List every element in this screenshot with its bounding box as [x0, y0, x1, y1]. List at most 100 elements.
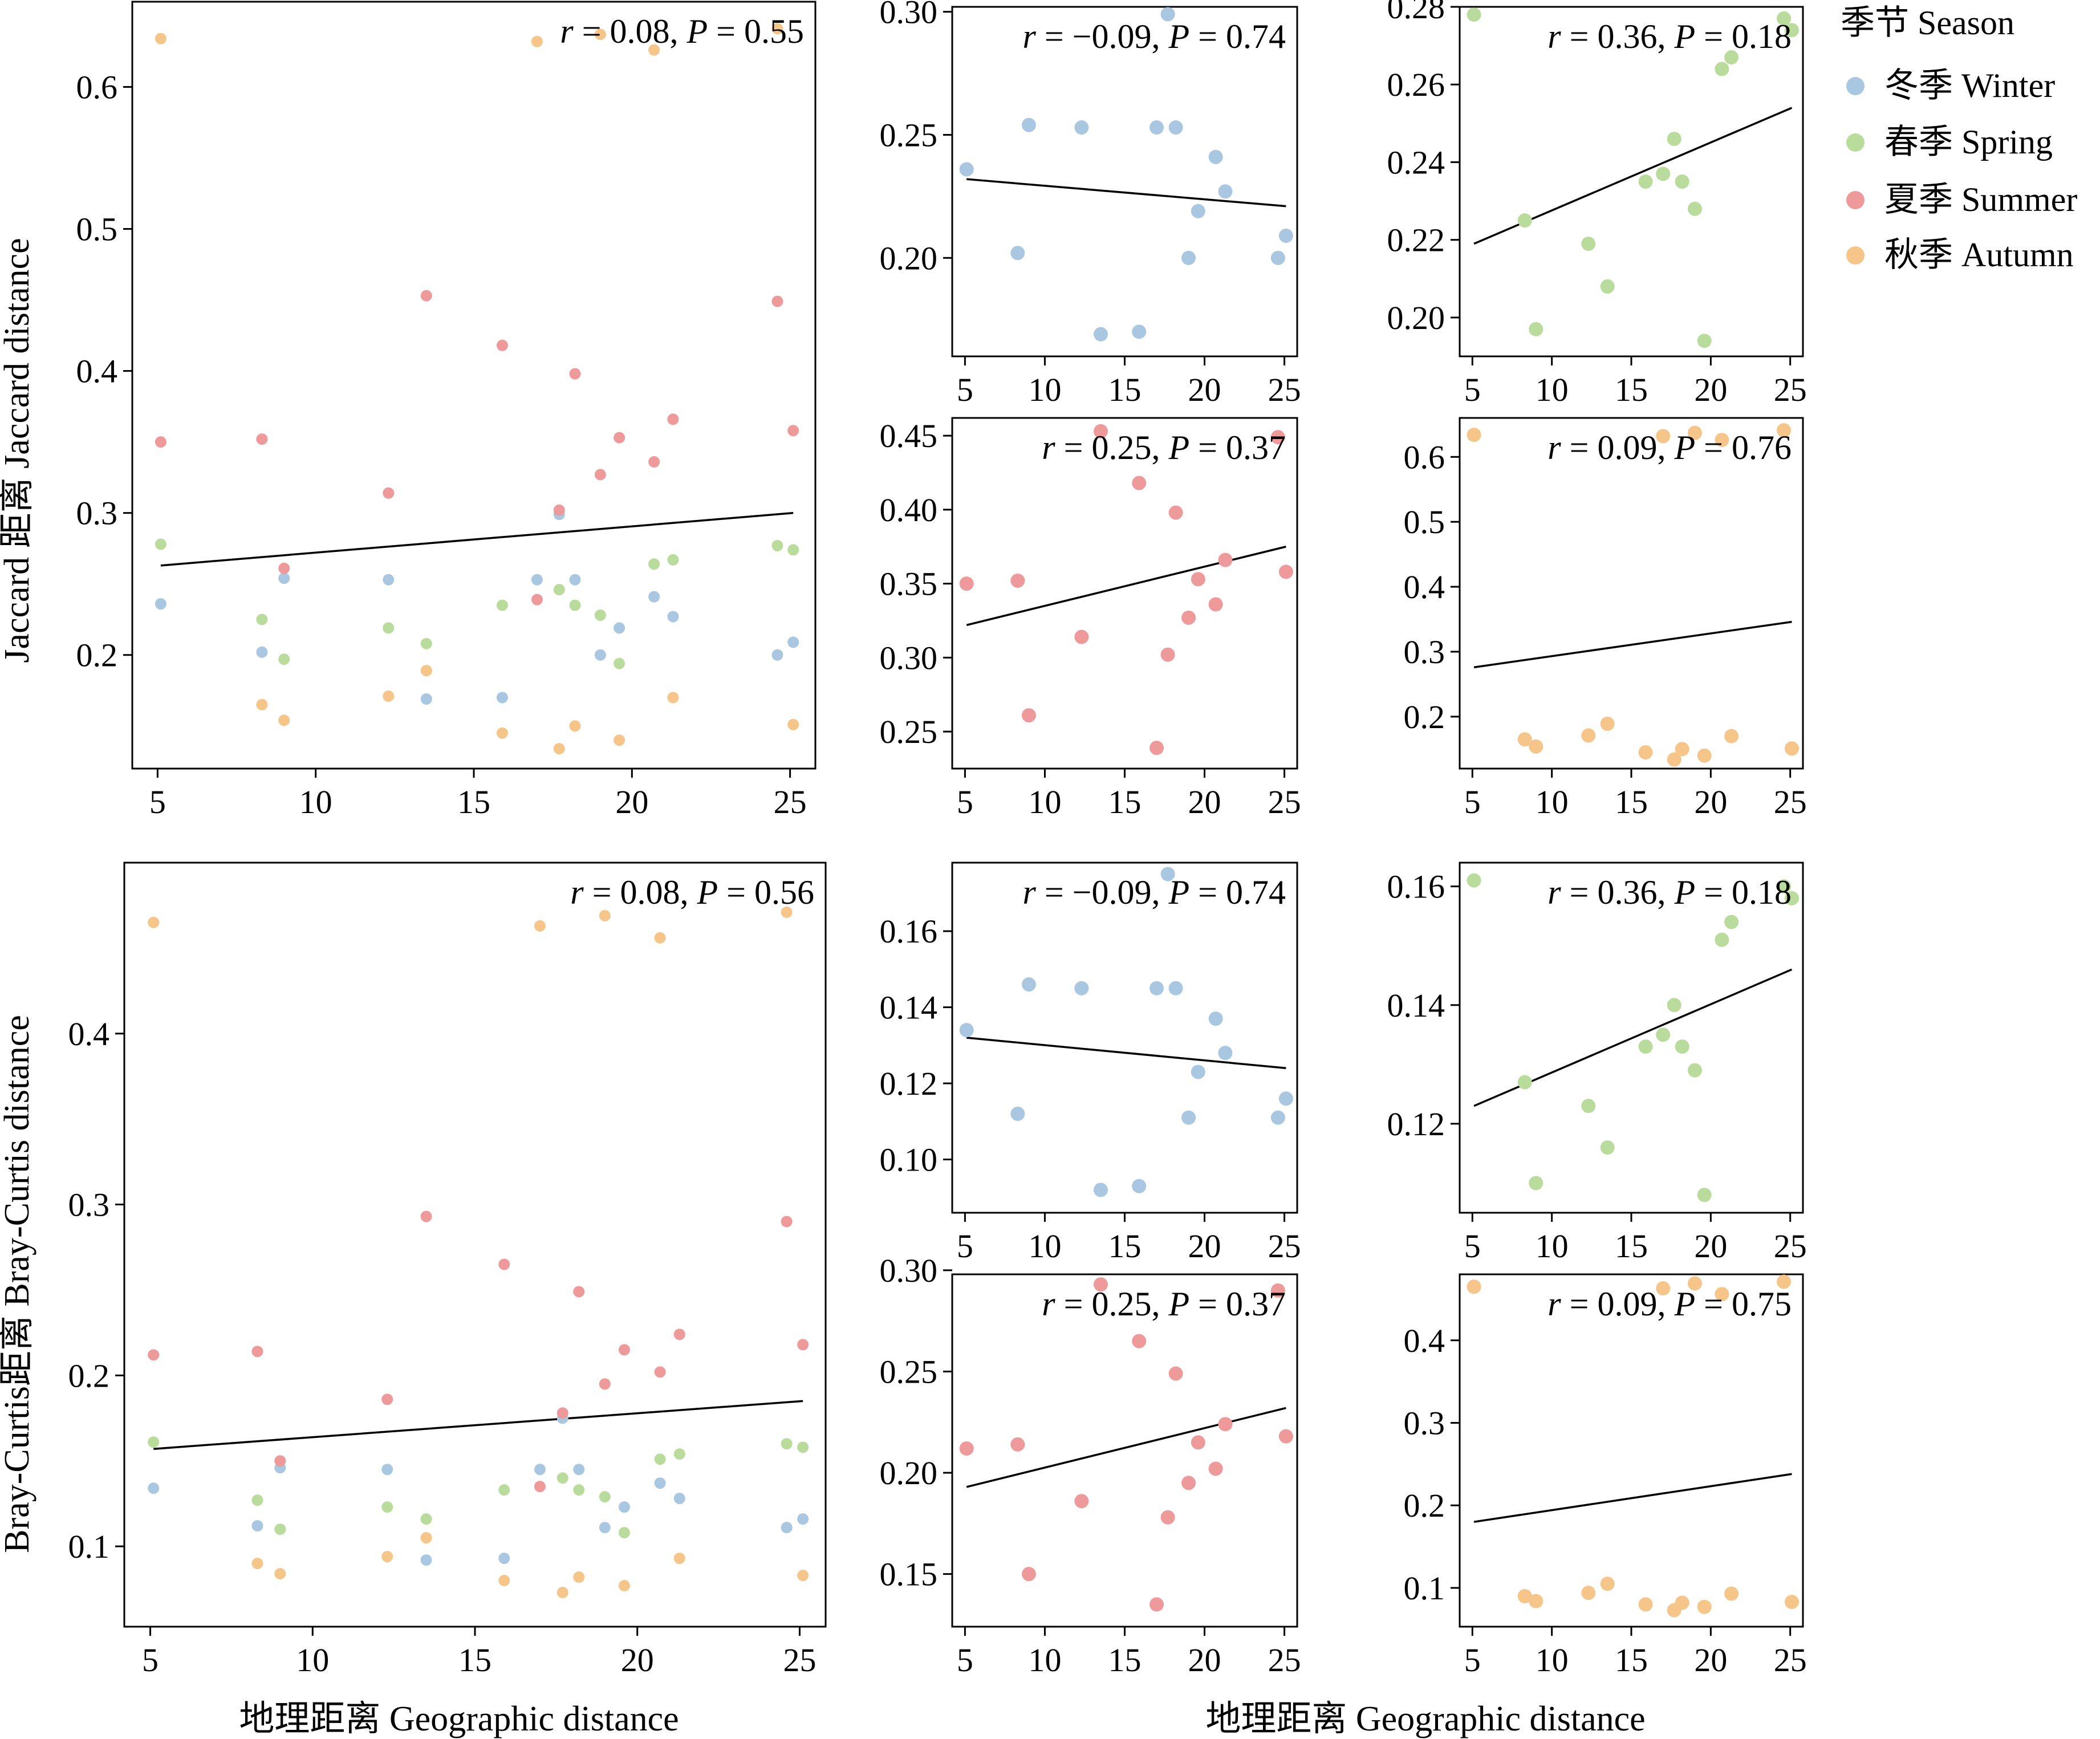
data-point-winter: [1218, 184, 1233, 199]
x-tick-label: 25: [1774, 783, 1807, 820]
legend-item-summer: 夏季 Summer: [1846, 181, 2077, 218]
data-point-summer: [148, 1349, 160, 1361]
legend-label-summer: 夏季 Summer: [1884, 181, 2077, 218]
data-point-summer: [787, 425, 799, 437]
data-point-winter: [1278, 1091, 1293, 1106]
legend-label-winter: 冬季 Winter: [1884, 67, 2055, 104]
data-point-summer: [1132, 1334, 1147, 1348]
data-point-winter: [383, 574, 395, 586]
data-point-winter: [496, 692, 508, 704]
correlation-annotation: r = −0.09, P = 0.74: [1022, 873, 1286, 911]
data-point-winter: [787, 636, 799, 648]
data-point-spring: [1517, 213, 1532, 228]
data-point-winter: [1208, 1011, 1223, 1026]
data-point-autumn: [1777, 1274, 1792, 1289]
data-point-summer: [1218, 1417, 1233, 1432]
panel-braycurtis-all: 5 10 15 20 25 0.1 0.2 0.3 0.4 r = 0.08, P = 0.56: [68, 862, 827, 1679]
data-point-autumn: [278, 714, 290, 726]
data-point-spring: [1600, 1140, 1615, 1155]
y-tick-label: 0.16: [1387, 868, 1445, 905]
x-tick-label: 25: [1268, 1228, 1301, 1265]
data-point-autumn: [1675, 1595, 1689, 1610]
trend-line: [160, 511, 794, 567]
x-tick-label: 15: [457, 783, 490, 820]
y-tick-label: 0.20: [880, 239, 938, 277]
data-point-autumn: [420, 665, 432, 677]
data-point-summer: [1208, 597, 1223, 612]
data-point-summer: [667, 413, 679, 425]
y-tick-label: 0.4: [1404, 568, 1445, 606]
correlation-annotation: r = 0.09, P = 0.75: [1547, 1285, 1792, 1323]
data-point-spring: [1529, 322, 1543, 336]
x-tick-label: 5: [957, 1642, 973, 1679]
y-tick-label: 0.4: [68, 1015, 110, 1053]
data-point-autumn: [1467, 1279, 1481, 1294]
data-point-spring: [618, 1527, 630, 1539]
y-tick-label: 0.4: [1404, 1322, 1445, 1359]
data-point-summer: [420, 290, 432, 302]
data-point-winter: [534, 1464, 546, 1476]
data-point-summer: [1149, 741, 1164, 755]
panel-jaccard-winter: 5 10 15 20 25 0.20 0.25 0.30 r = −0.09, P = 0.74: [880, 0, 1301, 408]
data-point-winter: [797, 1513, 809, 1525]
trend-line: [966, 1407, 1286, 1488]
data-point-autumn: [1697, 1599, 1712, 1614]
data-point-autumn: [573, 1571, 585, 1583]
data-point-winter: [1208, 149, 1223, 164]
data-point-winter: [1010, 246, 1025, 261]
data-point-summer: [569, 368, 581, 380]
x-tick-label: 20: [615, 783, 648, 820]
data-point-winter: [148, 1482, 160, 1494]
data-point-autumn: [534, 920, 546, 932]
data-point-summer: [797, 1339, 809, 1351]
data-point-summer: [959, 1441, 974, 1456]
data-point-autumn: [1581, 1586, 1596, 1600]
data-point-spring: [594, 610, 606, 621]
data-point-autumn: [1784, 1595, 1799, 1610]
data-point-spring: [1517, 1075, 1532, 1090]
data-point-summer: [614, 432, 625, 444]
data-point-spring: [1467, 873, 1481, 888]
y-tick-label: 0.4: [76, 353, 118, 390]
data-point-autumn: [256, 698, 268, 710]
data-point-autumn: [1638, 1597, 1653, 1612]
data-point-winter: [1191, 204, 1205, 218]
y-axis-label-bray-curtis: Bray-Curtis距离 Bray-Curtis distance: [0, 1015, 36, 1553]
y-tick-label: 0.3: [1404, 633, 1445, 671]
data-point-summer: [383, 487, 395, 499]
panel-jaccard-spring: 5 10 15 20 25 0.20 0.22 0.24 0.26 0.28 r = 0.36, P…: [1387, 0, 1807, 408]
plot-frame: [951, 417, 1298, 770]
data-point-winter: [1021, 977, 1036, 992]
y-tick-label: 0.5: [76, 211, 118, 248]
data-point-winter: [648, 591, 660, 603]
data-point-winter: [673, 1493, 685, 1505]
x-tick-label: 5: [1464, 1228, 1481, 1265]
data-point-autumn: [1517, 732, 1532, 747]
y-tick-label: 0.35: [880, 566, 938, 603]
data-point-summer: [1168, 505, 1183, 520]
data-point-spring: [1667, 998, 1681, 1013]
data-point-winter: [569, 574, 581, 586]
data-point-spring: [251, 1494, 263, 1506]
data-point-autumn: [1724, 729, 1739, 743]
data-point-spring: [274, 1523, 286, 1535]
x-tick-label: 10: [299, 783, 332, 820]
y-tick-label: 0.6: [76, 68, 118, 105]
data-point-spring: [1581, 1099, 1596, 1114]
data-point-spring: [553, 584, 565, 596]
x-tick-label: 20: [1694, 1228, 1727, 1265]
legend-marker-autumn: [1846, 246, 1865, 265]
trend-line: [966, 1037, 1286, 1070]
y-tick-label: 0.24: [1387, 144, 1445, 181]
panel-jaccard-all: 5 10 15 20 25 0.2 0.3 0.4 0.5 0.6 r = 0.08, P = 0.…: [76, 1, 817, 820]
y-tick-label: 0.2: [1404, 698, 1445, 736]
data-point-autumn: [618, 1580, 630, 1592]
data-point-spring: [1784, 23, 1799, 38]
data-point-autumn: [1687, 1276, 1702, 1291]
data-point-spring: [1777, 879, 1792, 894]
data-point-winter: [256, 646, 268, 658]
data-point-autumn: [1656, 429, 1671, 444]
y-tick-label: 0.3: [1404, 1405, 1445, 1442]
x-tick-label: 20: [621, 1642, 654, 1679]
